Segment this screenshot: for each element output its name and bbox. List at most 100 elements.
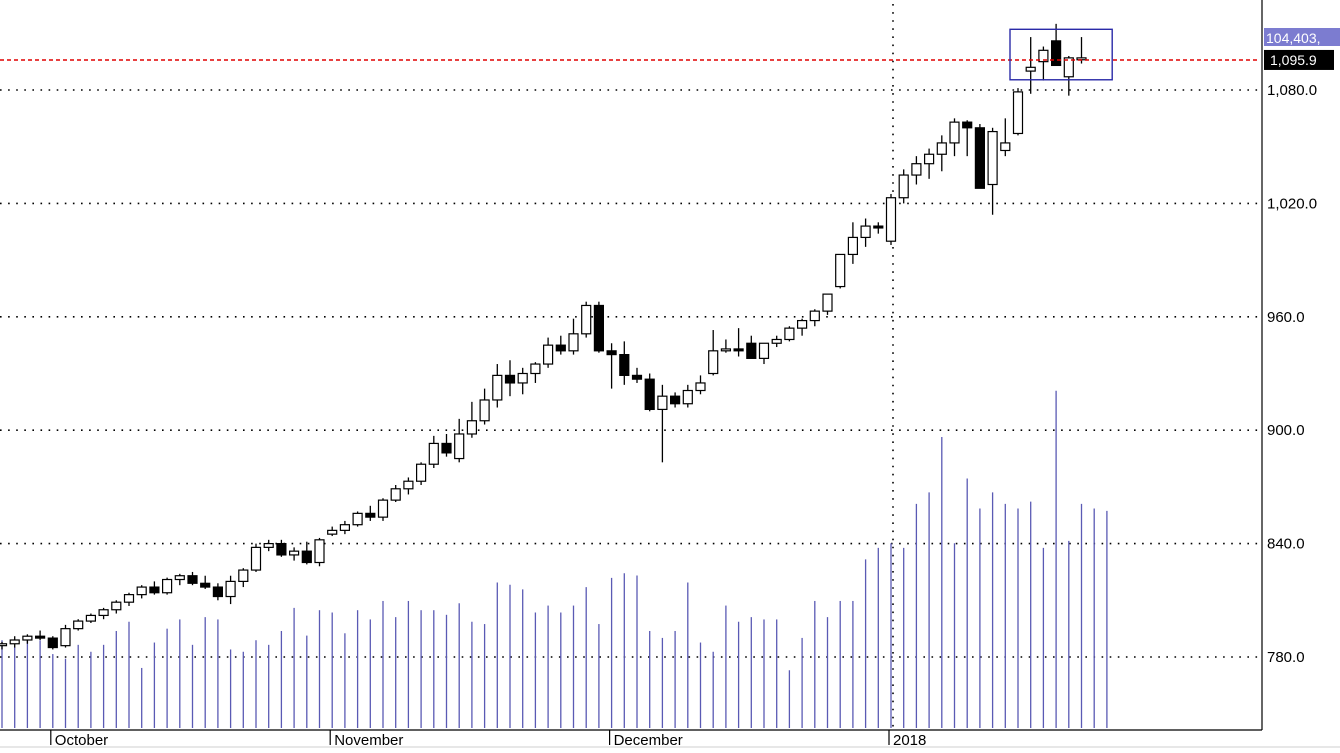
candle-body-up xyxy=(809,310,820,322)
candle xyxy=(962,120,973,157)
candle xyxy=(441,433,452,457)
candle xyxy=(365,505,376,521)
candle-body-up xyxy=(911,163,922,176)
candle xyxy=(860,218,871,247)
candle-body-up xyxy=(949,121,960,144)
candle-body-up xyxy=(885,197,897,242)
candle-body-up xyxy=(111,601,122,611)
candle xyxy=(212,583,223,601)
candle xyxy=(809,309,820,327)
candle xyxy=(136,585,147,599)
candle-body-down xyxy=(669,395,681,405)
candle-body-up xyxy=(85,614,97,622)
candle-body-up xyxy=(327,529,338,535)
candle xyxy=(263,539,274,552)
candle-body-down xyxy=(47,637,58,649)
candle-body-up xyxy=(454,433,465,460)
price-tick-label: 960.0 xyxy=(1267,309,1305,326)
candle-body-up xyxy=(860,225,871,239)
candle-body-up xyxy=(898,174,909,199)
candle-body-up xyxy=(466,420,477,435)
candle-body-up xyxy=(314,539,325,564)
candle-body-down xyxy=(606,350,617,356)
candle-body-up xyxy=(289,550,300,556)
price-tick-label: 840.0 xyxy=(1267,536,1305,553)
candle xyxy=(733,328,744,357)
candle xyxy=(682,384,693,408)
candle-body-up xyxy=(1000,142,1011,152)
candle-body-up xyxy=(390,488,401,501)
candle-body-up xyxy=(720,348,732,352)
candle-body-up xyxy=(695,382,706,392)
candle xyxy=(149,581,160,595)
candle xyxy=(669,392,681,408)
candle-body-up xyxy=(530,363,541,375)
candle xyxy=(314,537,325,567)
candle-body-down xyxy=(441,442,452,454)
candle xyxy=(1000,118,1011,157)
candle xyxy=(85,613,97,623)
candle-body-up xyxy=(758,342,770,359)
candle xyxy=(479,388,490,425)
candle xyxy=(923,148,935,179)
candle-body-up xyxy=(581,304,592,335)
volume-bars xyxy=(1,390,1108,728)
candle xyxy=(504,360,516,397)
month-label: November xyxy=(334,732,403,749)
candle-body-up xyxy=(225,580,236,598)
candle-body-up xyxy=(98,609,109,617)
candle xyxy=(111,600,122,614)
candle xyxy=(98,607,109,620)
candle xyxy=(1012,88,1024,136)
candle xyxy=(200,575,211,589)
candle xyxy=(1025,37,1036,94)
candle xyxy=(47,636,58,650)
candle-body-up xyxy=(123,594,135,603)
candle-body-up xyxy=(22,635,33,641)
candle xyxy=(542,337,554,368)
last-price-tag-bg xyxy=(1264,49,1334,70)
candle xyxy=(974,124,986,189)
candle xyxy=(250,543,262,572)
candle-body-down xyxy=(746,342,757,359)
candle-body-up xyxy=(73,620,84,630)
candle-body-up xyxy=(1063,57,1074,78)
price-candles xyxy=(0,23,1087,650)
candle-body-up xyxy=(162,578,173,594)
candle xyxy=(796,318,808,336)
candle xyxy=(911,156,922,185)
candle xyxy=(987,127,998,215)
candle-body-up xyxy=(568,333,579,352)
price-tick-label: 900.0 xyxy=(1267,422,1305,439)
candle-body-up xyxy=(174,575,185,581)
candle-body-down xyxy=(200,582,211,588)
candle xyxy=(517,367,528,395)
candle xyxy=(720,339,732,353)
candle-body-down xyxy=(619,354,630,376)
candle xyxy=(34,630,46,640)
candle-body-up xyxy=(771,338,782,344)
candle xyxy=(1063,55,1074,96)
candle xyxy=(1050,23,1062,67)
volume-tag-label: 104,403, xyxy=(1266,30,1321,46)
candle-body-up xyxy=(835,253,846,288)
month-label: 2018 xyxy=(893,732,926,749)
candle-body-down xyxy=(365,512,376,518)
candle xyxy=(327,526,338,537)
candle xyxy=(1038,46,1049,81)
candle-body-up xyxy=(403,480,414,490)
candle xyxy=(352,511,363,527)
candle-body-down xyxy=(301,550,312,564)
month-label: October xyxy=(55,732,108,749)
candle-body-down xyxy=(873,225,884,229)
candle xyxy=(276,539,287,557)
candle xyxy=(416,462,427,486)
candle xyxy=(225,575,236,605)
price-tick-label: 1,020.0 xyxy=(1267,195,1317,212)
candle-body-up xyxy=(428,442,439,465)
candle xyxy=(530,362,541,383)
candle-body-up xyxy=(238,569,249,582)
candle-body-up xyxy=(1025,66,1036,72)
candle xyxy=(657,384,668,463)
